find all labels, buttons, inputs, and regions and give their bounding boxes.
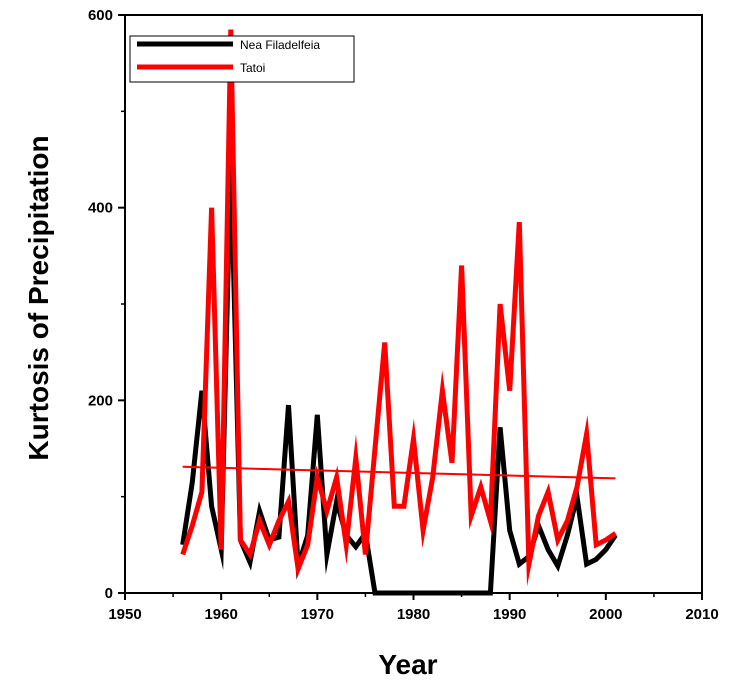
y-tick-label-200: 200 — [88, 392, 113, 409]
x-tick-label-1990: 1990 — [493, 606, 526, 623]
x-axis-title: Year — [378, 649, 437, 680]
series-line-nea-filadelfeia — [183, 160, 616, 594]
x-tick-label-1950: 1950 — [108, 606, 141, 623]
series-layer — [183, 30, 616, 594]
legend-label-tatoi: Tatoi — [240, 61, 265, 75]
series-line-tatoi — [183, 30, 616, 569]
y-tick-label-0: 0 — [105, 585, 113, 602]
x-tick-label-1980: 1980 — [397, 606, 430, 623]
y-axis-title: Kurtosis of Precipitation — [23, 135, 54, 460]
x-axis: 1950 1960 1970 1980 1990 2000 2010 — [108, 593, 718, 623]
y-axis: 0 200 400 600 — [88, 7, 125, 602]
x-tick-label-1970: 1970 — [301, 606, 334, 623]
y-tick-label-600: 600 — [88, 7, 113, 24]
x-tick-label-2010: 2010 — [685, 606, 718, 623]
legend-label-nea-filadelfeia: Nea Filadelfeia — [240, 38, 320, 52]
x-tick-label-1960: 1960 — [204, 606, 237, 623]
y-tick-label-400: 400 — [88, 200, 113, 217]
trend-line — [183, 467, 616, 479]
legend: Nea Filadelfeia Tatoi — [130, 36, 354, 82]
x-tick-label-2000: 2000 — [589, 606, 622, 623]
